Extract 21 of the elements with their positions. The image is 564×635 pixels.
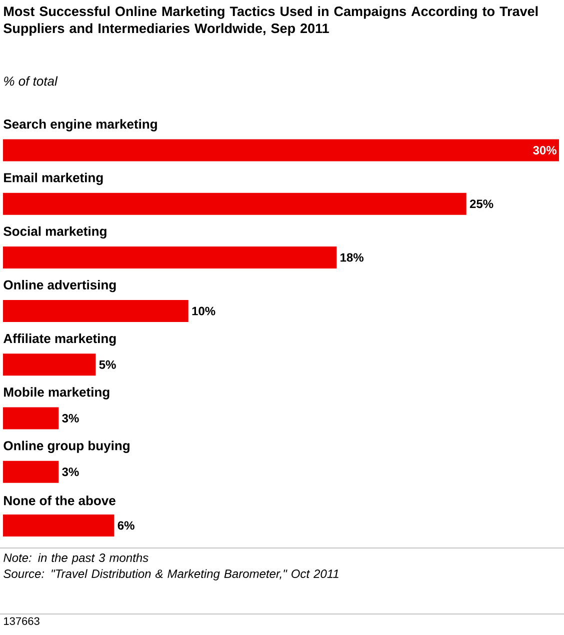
text: 137663 [4,617,40,625]
data-label: 30% [533,146,556,155]
text: Note: in the past 3 months [4,553,148,564]
data-label: 6% [118,521,134,530]
y-tick-label: Email marketing [4,172,103,185]
data-label: 5% [99,360,116,369]
y-tick-label: Search engine marketing [4,119,157,132]
data-label: 18% [340,253,364,262]
data-label: 10% [192,306,216,316]
y-tick-label: Social marketing [4,226,106,239]
chart-subtitle: % of total [4,76,58,86]
source-note: Source: "Travel Distribution & Marketing Barometer," Oct 2011 [4,569,338,580]
data-label: 25% [470,200,494,208]
y-tick-label: Affiliate marketing [4,334,116,346]
y-tick-label: Mobile marketing [4,387,110,400]
data-label: 3% [62,468,79,476]
y-tick-label: Online group buying [4,440,130,453]
chart-title: Most Successful Online Marketing Tactics Used in Campaigns According to Travel Suppliers and Intermediaries Worldwide, Sep 2011 [4,6,538,36]
y-tick-label: None of the above [4,496,116,506]
data-label: 3% [62,414,79,423]
y-tick-label: Online advertising [4,280,116,292]
